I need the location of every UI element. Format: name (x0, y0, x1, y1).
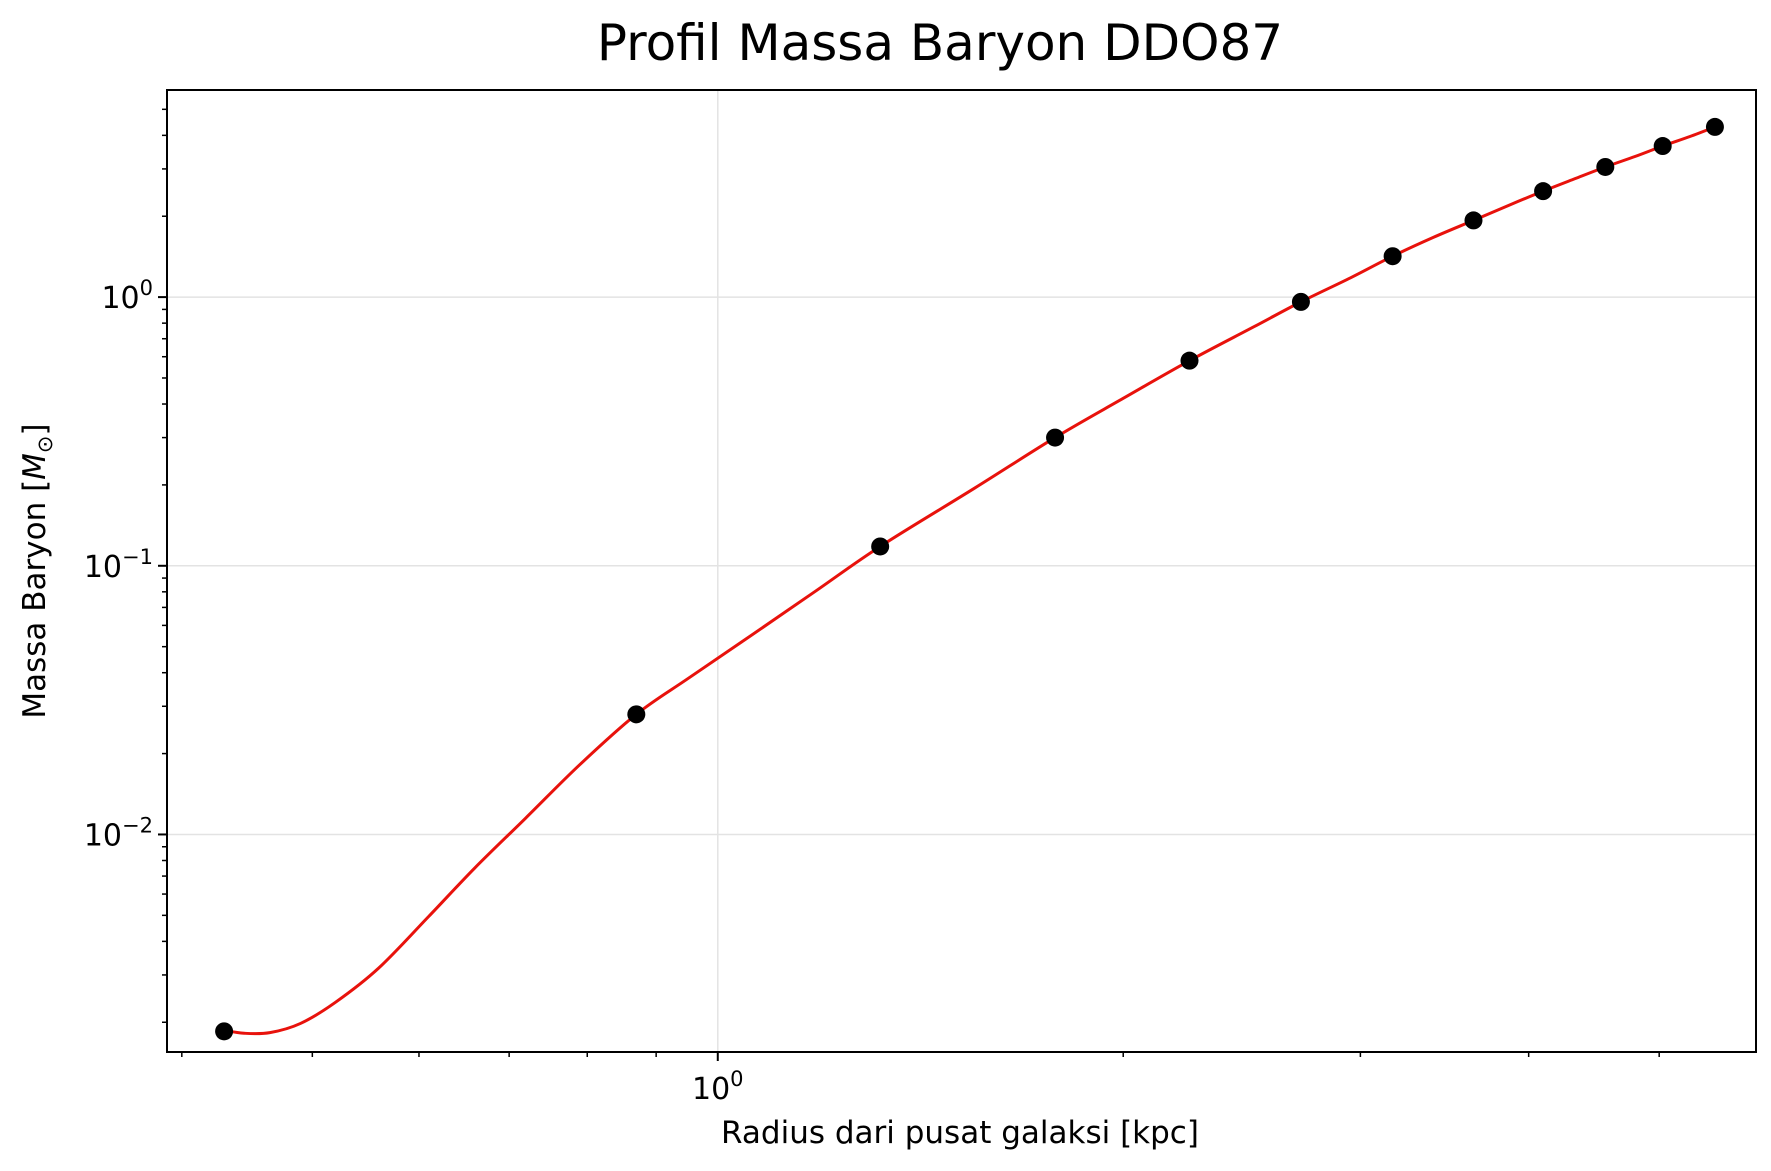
data-point (1383, 247, 1402, 266)
data-point (871, 537, 890, 556)
x-tick-label: 100 (692, 1067, 744, 1107)
data-point (1291, 292, 1310, 311)
data-points-layer (215, 117, 1724, 1041)
y-tick-label: 100 (101, 276, 153, 316)
tick-labels: 100 10−2 10−1 100 (84, 276, 744, 1107)
fit-curve-layer (223, 125, 1716, 1036)
fit-curve (223, 125, 1716, 1036)
data-point (1464, 211, 1483, 230)
data-point (215, 1022, 234, 1041)
y-tick-label: 10−1 (84, 545, 153, 585)
chart-title: Profil Massa Baryon DDO87 (597, 14, 1283, 72)
data-point (627, 705, 646, 724)
plot-frame (166, 89, 1757, 1053)
data-point (1705, 117, 1724, 136)
grid (167, 90, 1756, 1052)
major-ticks (158, 296, 719, 1061)
minor-ticks (162, 108, 1660, 1057)
x-axis-label: Radius dari pusat galaksi [kpc] (721, 1115, 1199, 1151)
data-point (1596, 157, 1615, 176)
data-point (1180, 351, 1199, 370)
y-tick-label: 10−2 (84, 813, 153, 853)
y-axis-label: Massa Baryon [M⊙] (17, 423, 57, 718)
data-point (1653, 137, 1672, 156)
data-point (1534, 182, 1553, 201)
data-point (1046, 428, 1065, 447)
